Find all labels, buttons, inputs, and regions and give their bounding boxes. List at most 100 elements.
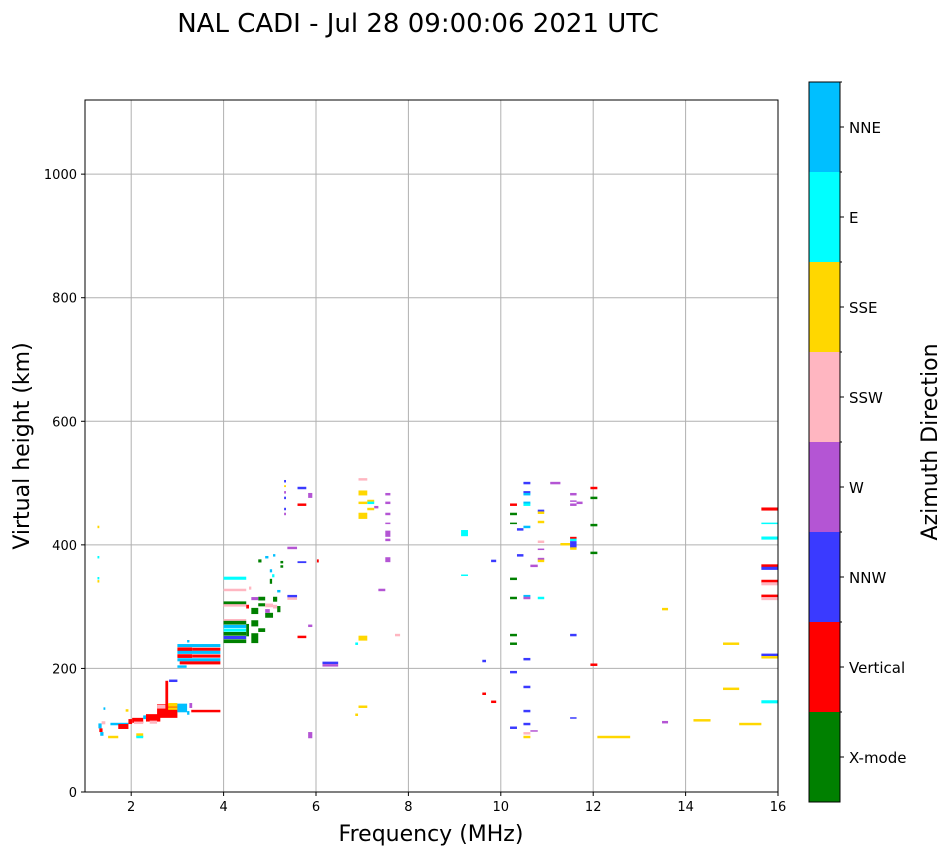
echo-mark [297, 561, 307, 564]
echo-mark [308, 732, 313, 739]
echo-mark [223, 619, 247, 622]
echo-mark [277, 606, 281, 613]
x-tick-label: 10 [493, 800, 510, 815]
echo-mark [187, 711, 190, 715]
echo-mark [537, 548, 545, 551]
echo-mark [177, 665, 187, 668]
echo-mark [273, 554, 276, 557]
echo-mark [269, 578, 273, 584]
echo-mark [523, 491, 531, 494]
echo-mark [249, 586, 252, 590]
echo-mark [761, 579, 778, 583]
y-tick-label: 0 [69, 786, 77, 801]
colorbar-tick-label: W [849, 479, 864, 497]
echo-mark [177, 654, 193, 658]
echo-mark [118, 724, 129, 729]
colorbar-tick-label: E [849, 209, 858, 227]
echo-mark [177, 647, 193, 652]
echo-mark [287, 546, 298, 550]
colorbar-tick-label: X-mode [849, 749, 906, 767]
echo-mark [560, 543, 571, 546]
echo-mark [570, 500, 577, 502]
echo-mark [189, 703, 193, 708]
echo-mark [100, 732, 104, 736]
echo-mark [523, 503, 531, 506]
echo-mark [570, 717, 577, 719]
colorbar-segment [809, 262, 840, 352]
echo-mark [510, 633, 517, 637]
x-tick-label: 8 [404, 800, 412, 815]
echo-mark [570, 492, 577, 496]
echo-mark [761, 597, 778, 601]
echo-mark [530, 564, 538, 568]
echo-mark [662, 720, 669, 724]
colorbar-legend: X-mode Vertical NNW W SSW SSE E NNE [808, 81, 906, 803]
echo-mark [723, 642, 740, 645]
y-axis-ticks: 0 200 400 600 800 1000 [44, 168, 85, 801]
echo-mark [385, 522, 391, 525]
echo-mark [97, 555, 100, 559]
echo-mark [367, 501, 375, 505]
echo-mark [761, 653, 778, 657]
echo-mark [374, 505, 379, 509]
y-tick-label: 400 [52, 539, 77, 554]
echo-mark [168, 703, 178, 707]
echo-mark [367, 507, 375, 511]
echo-mark [570, 545, 577, 548]
echo-mark [537, 557, 545, 561]
echo-mark [187, 640, 190, 643]
echo-mark [143, 715, 146, 720]
x-tick-label: 16 [770, 800, 787, 815]
echo-mark [461, 574, 468, 577]
echo-mark [269, 569, 273, 573]
echo-mark [510, 577, 517, 581]
echo-mark [101, 721, 106, 725]
echo-mark [358, 478, 368, 481]
echo-mark [385, 530, 391, 537]
x-tick-label: 12 [585, 800, 602, 815]
echo-mark [358, 501, 368, 505]
echo-mark [761, 536, 778, 540]
x-tick-label: 2 [127, 800, 135, 815]
echo-mark [145, 714, 161, 722]
echo-mark [97, 576, 100, 580]
echo-mark [284, 496, 286, 500]
echo-mark [251, 597, 259, 601]
echo-mark [273, 596, 278, 602]
y-tick-label: 1000 [44, 168, 77, 183]
echo-mark [385, 538, 391, 542]
echo-mark [358, 490, 368, 496]
echo-mark [223, 628, 247, 632]
colorbar-segment [809, 352, 840, 442]
echo-marks [97, 478, 778, 739]
colorbar-segment [809, 532, 840, 622]
echo-mark [284, 512, 286, 516]
echo-mark [284, 507, 286, 511]
echo-mark [284, 485, 286, 488]
echo-mark [723, 687, 740, 691]
y-tick-label: 200 [52, 662, 77, 677]
colorbar-label: Azimuth Direction [918, 343, 943, 540]
echo-mark [523, 709, 531, 713]
echo-mark [246, 604, 250, 609]
echo-mark [355, 713, 359, 717]
echo-mark [523, 501, 531, 505]
colorbar-tick-label: NNW [849, 569, 886, 587]
echo-mark [510, 512, 517, 516]
echo-mark [385, 501, 391, 505]
echo-mark [297, 486, 307, 490]
echo-mark [99, 728, 103, 733]
echo-mark [316, 559, 319, 563]
colorbar-segment [809, 442, 840, 532]
echo-mark [287, 597, 298, 600]
echo-mark [284, 491, 286, 494]
echo-mark [177, 703, 188, 713]
grid-lines [85, 100, 779, 793]
echo-mark [523, 481, 531, 485]
colorbar-tick-label: SSE [849, 299, 878, 317]
echo-mark [523, 722, 531, 726]
colorbar-segment [809, 82, 840, 172]
echo-mark [265, 609, 270, 613]
echo-mark [308, 624, 313, 628]
